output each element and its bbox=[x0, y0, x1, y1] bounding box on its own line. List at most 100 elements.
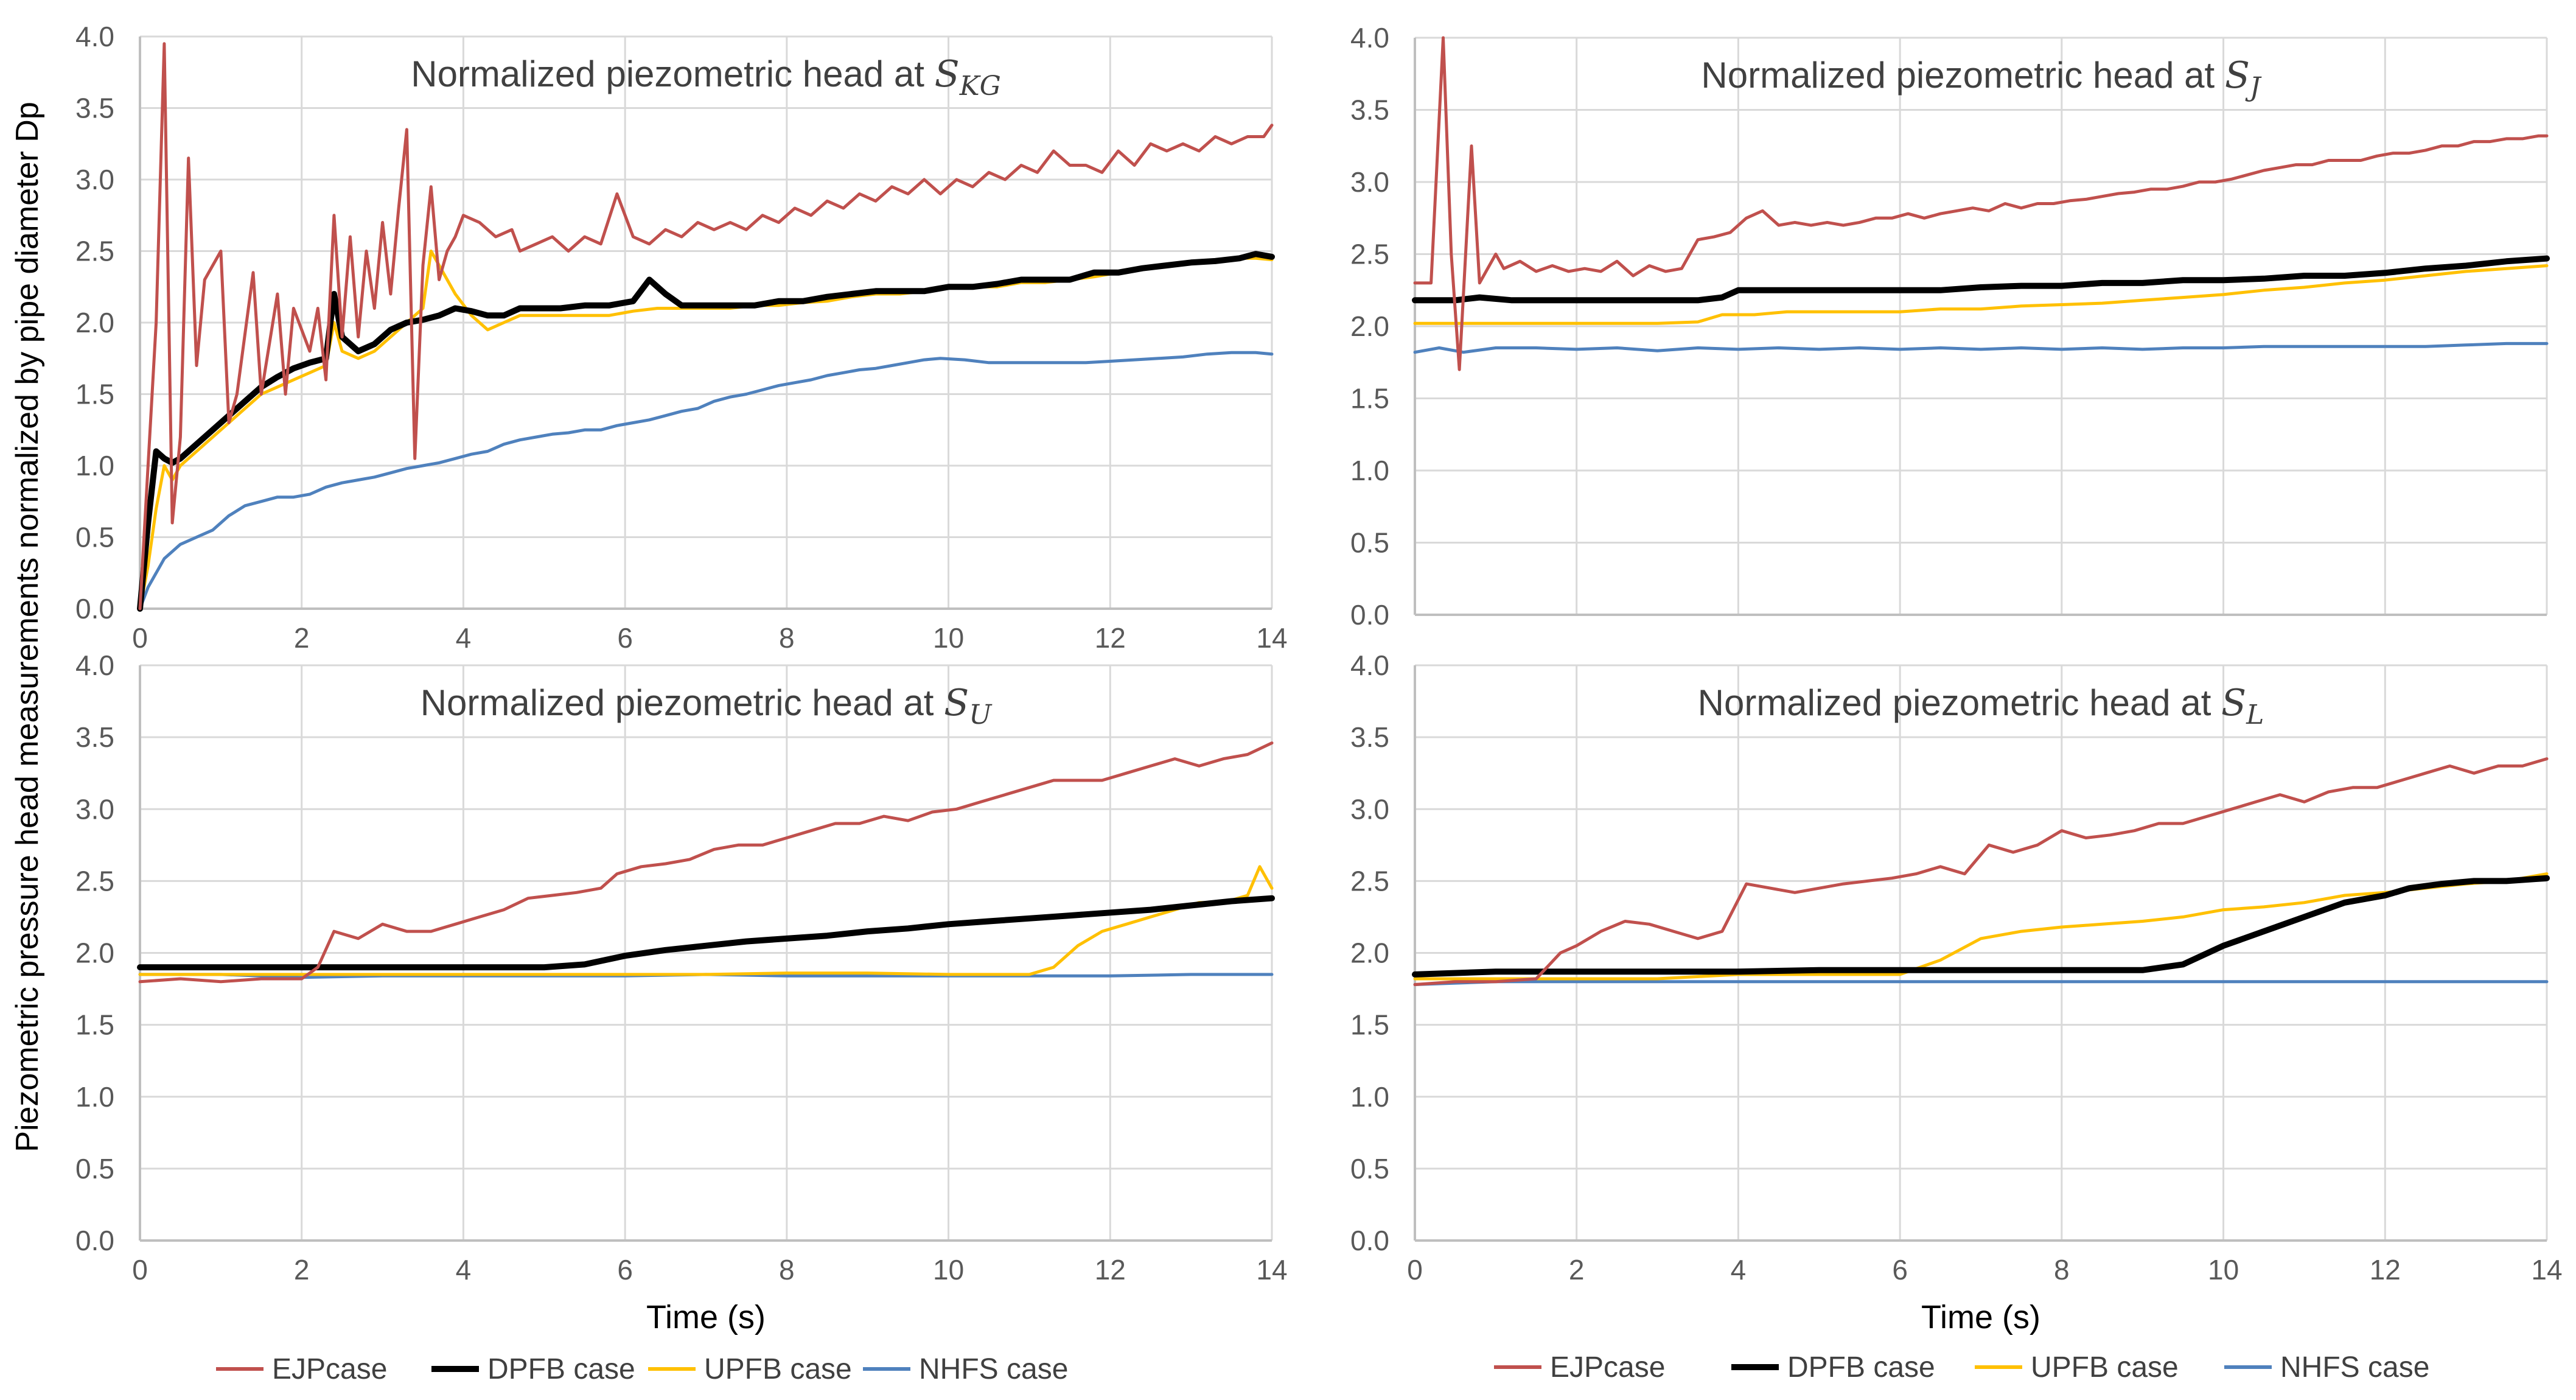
y-tick-label: 4.0 bbox=[1350, 22, 1389, 54]
x-tick-label: 12 bbox=[1095, 622, 1126, 654]
chart-title: Normalized piezometric head at SL bbox=[1698, 682, 2264, 730]
y-tick-label: 2.0 bbox=[1350, 937, 1389, 969]
x-tick-label: 10 bbox=[933, 622, 964, 654]
y-tick-label: 0.0 bbox=[1350, 599, 1389, 631]
x-tick-label: 6 bbox=[617, 1254, 633, 1286]
x-tick-label: 4 bbox=[456, 1254, 472, 1286]
y-tick-label: 0.0 bbox=[75, 1225, 114, 1256]
x-tick-label: 2 bbox=[294, 622, 310, 654]
series-line-nhfs bbox=[1413, 980, 2549, 986]
series-line-ejp bbox=[138, 741, 1274, 984]
legend-label-nhfs: NHFS case bbox=[919, 1353, 1068, 1385]
x-tick-label: 14 bbox=[1256, 1254, 1287, 1286]
x-tick-label: 14 bbox=[2531, 1254, 2562, 1286]
chart-title-symbol: S bbox=[944, 682, 969, 724]
y-tick-label: 3.5 bbox=[75, 721, 114, 753]
y-tick-label: 2.5 bbox=[1350, 865, 1389, 897]
y-tick-label: 1.5 bbox=[1350, 383, 1389, 415]
chart-title-text: Normalized piezometric head at bbox=[421, 682, 944, 723]
legend-left: EJPcase DPFB case UPFB case NHFS case bbox=[216, 1353, 1068, 1385]
y-tick-label: 1.0 bbox=[75, 450, 114, 481]
chart-panel-skg: 0.0 0.5 1.0 1.5 2.0 2.5 3.0 3.5 4.0 0 2 4 6 8 10 12 14 No… bbox=[75, 21, 1288, 654]
y-tick-label: 3.5 bbox=[1350, 94, 1389, 126]
chart-title-subscript: L bbox=[2246, 699, 2264, 730]
x-tick-label: 8 bbox=[779, 1254, 795, 1286]
y-tick-label: 0.5 bbox=[1350, 1153, 1389, 1185]
y-tick-label: 1.5 bbox=[1350, 1009, 1389, 1041]
x-tick-label: 2 bbox=[294, 1254, 310, 1286]
chart-title-symbol: S bbox=[935, 53, 960, 96]
y-tick-label: 2.5 bbox=[75, 236, 114, 267]
y-tick-label: 2.0 bbox=[1350, 310, 1389, 342]
y-tick-label: 1.5 bbox=[75, 379, 114, 410]
series-line-upfb bbox=[1413, 264, 2549, 325]
series-line-ejp bbox=[1413, 757, 2549, 986]
y-tick-label: 1.0 bbox=[75, 1081, 114, 1113]
series-line-nhfs bbox=[1413, 341, 2549, 354]
chart-title: Normalized piezometric head at SU bbox=[421, 682, 993, 730]
y-tick-label: 1.0 bbox=[1350, 1081, 1389, 1113]
y-tick-label: 2.5 bbox=[75, 865, 114, 897]
legend-label-dpfb: DPFB case bbox=[487, 1353, 635, 1385]
legend-label-nhfs: NHFS case bbox=[2280, 1351, 2429, 1384]
y-tick-label: 1.0 bbox=[1350, 455, 1389, 486]
y-tick-label: 2.0 bbox=[75, 307, 114, 338]
x-axis-title: Time (s) bbox=[1921, 1299, 2040, 1335]
series-line-ejp bbox=[1413, 36, 2549, 371]
chart-title-text: Normalized piezometric head at bbox=[1698, 682, 2221, 723]
chart-title: Normalized piezometric head at SKG bbox=[411, 53, 1001, 102]
series-line-dpfb bbox=[1412, 255, 2550, 304]
x-tick-label: 6 bbox=[1892, 1254, 1908, 1286]
series-line-ejp bbox=[138, 42, 1274, 611]
series-line-dpfb bbox=[137, 895, 1275, 971]
y-tick-label: 3.5 bbox=[1350, 721, 1389, 753]
y-tick-label: 4.0 bbox=[1350, 649, 1389, 681]
series-line-dpfb bbox=[1412, 875, 2550, 978]
series-line-nhfs bbox=[138, 351, 1274, 611]
x-tick-label: 10 bbox=[2208, 1254, 2239, 1286]
x-tick-label: 8 bbox=[2054, 1254, 2070, 1286]
y-tick-label: 0.5 bbox=[75, 522, 114, 553]
legend-label-upfb: UPFB case bbox=[704, 1353, 852, 1385]
y-tick-label: 4.0 bbox=[75, 21, 114, 52]
y-tick-label: 2.0 bbox=[75, 937, 114, 969]
legend-label-ejp: EJPcase bbox=[272, 1353, 387, 1385]
legend-label-upfb: UPFB case bbox=[2031, 1351, 2179, 1384]
x-axis-title: Time (s) bbox=[646, 1299, 766, 1335]
y-tick-label: 3.0 bbox=[1350, 166, 1389, 198]
x-tick-label: 10 bbox=[933, 1254, 964, 1286]
x-tick-label: 0 bbox=[1407, 1254, 1423, 1286]
chart-panel-sj: 0.0 0.5 1.0 1.5 2.0 2.5 3.0 3.5 4.0 Normalized pi… bbox=[1350, 22, 2550, 631]
x-tick-label: 8 bbox=[779, 622, 795, 654]
chart-panel-sl: 0.0 0.5 1.0 1.5 2.0 2.5 3.0 3.5 4.0 0 2 4 6 8 10 12 14 Ti… bbox=[1350, 649, 2563, 1335]
x-tick-label: 4 bbox=[456, 622, 472, 654]
chart-title-text: Normalized piezometric head at bbox=[1701, 55, 2224, 96]
y-tick-label: 4.0 bbox=[75, 649, 114, 681]
y-tick-label: 3.0 bbox=[75, 164, 114, 195]
y-tick-label: 1.5 bbox=[75, 1009, 114, 1041]
y-tick-label: 0.5 bbox=[1350, 527, 1389, 559]
y-axis-label: Piezometric pressure head measurements n… bbox=[10, 102, 45, 1152]
y-tick-label: 2.5 bbox=[1350, 239, 1389, 270]
legend-label-ejp: EJPcase bbox=[1550, 1351, 1665, 1384]
chart-title-text: Normalized piezometric head at bbox=[411, 54, 934, 94]
x-tick-label: 0 bbox=[132, 1254, 148, 1286]
y-tick-label: 0.0 bbox=[75, 593, 114, 625]
legend-label-dpfb: DPFB case bbox=[1787, 1351, 1935, 1384]
chart-title-subscript: KG bbox=[959, 71, 1001, 102]
y-tick-label: 3.5 bbox=[75, 93, 114, 124]
chart-panel-su: 0.0 0.5 1.0 1.5 2.0 2.5 3.0 3.5 4.0 0 2 4 6 8 10 12 14 Ti… bbox=[75, 649, 1288, 1335]
x-tick-label: 12 bbox=[1095, 1254, 1126, 1286]
x-tick-label: 2 bbox=[1569, 1254, 1585, 1286]
x-tick-label: 0 bbox=[132, 622, 148, 654]
y-tick-label: 0.5 bbox=[75, 1153, 114, 1185]
y-tick-label: 3.0 bbox=[1350, 793, 1389, 825]
gridlines bbox=[1414, 664, 2548, 1242]
x-tick-label: 6 bbox=[617, 622, 633, 654]
x-tick-label: 4 bbox=[1731, 1254, 1747, 1286]
y-tick-label: 0.0 bbox=[1350, 1225, 1389, 1256]
chart-title-symbol: S bbox=[2225, 54, 2250, 97]
chart-title: Normalized piezometric head at SJ bbox=[1701, 54, 2262, 103]
x-tick-label: 14 bbox=[1256, 622, 1287, 654]
